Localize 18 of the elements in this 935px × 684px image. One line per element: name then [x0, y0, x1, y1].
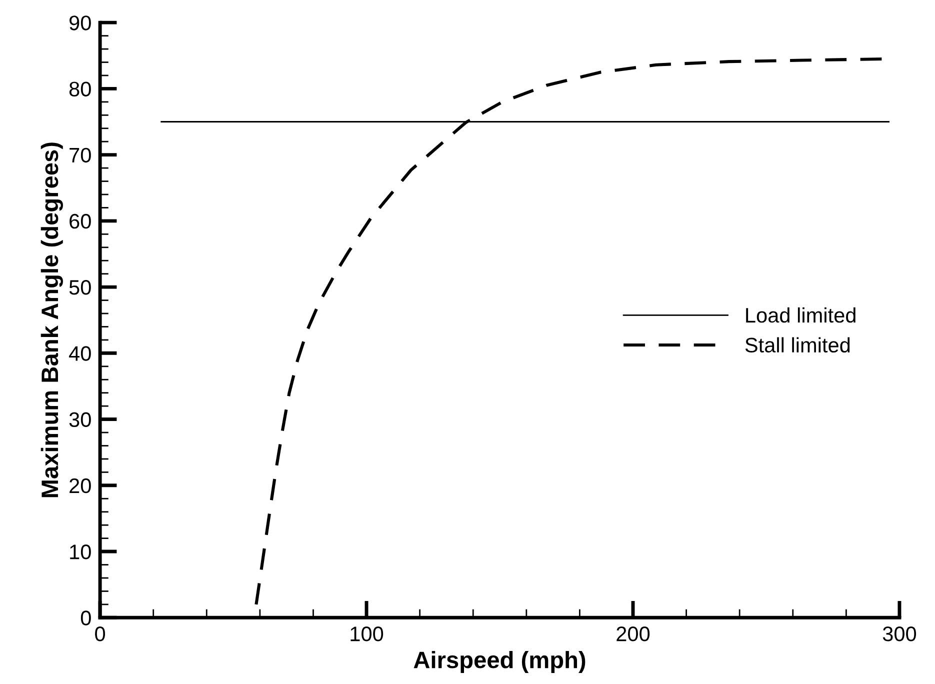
- y-tick-label: 20: [70, 478, 91, 494]
- y-tick-label: 10: [70, 544, 91, 560]
- x-tick-label: 300: [882, 626, 916, 642]
- legend-label: Stall limited: [745, 337, 850, 353]
- x-tick-label: 100: [350, 626, 384, 642]
- y-tick-label: 0: [80, 610, 91, 626]
- legend-label: Load limited: [746, 307, 856, 323]
- y-tick-label: 60: [70, 214, 91, 229]
- y-tick-label: 40: [69, 346, 91, 361]
- y-tick-label: 80: [69, 82, 91, 96]
- x-tick-label: 0: [95, 626, 106, 642]
- x-tick-label: 200: [616, 626, 650, 642]
- y-tick-label: 50: [69, 280, 91, 295]
- y-tick-label: 70: [70, 148, 91, 163]
- y-tick-label: 90: [70, 16, 91, 30]
- y-axis-title: Maximum Bank Angle (degrees): [40, 142, 63, 498]
- x-axis-title: Airspeed (mph): [414, 650, 586, 673]
- y-tick-label: 30: [69, 412, 91, 428]
